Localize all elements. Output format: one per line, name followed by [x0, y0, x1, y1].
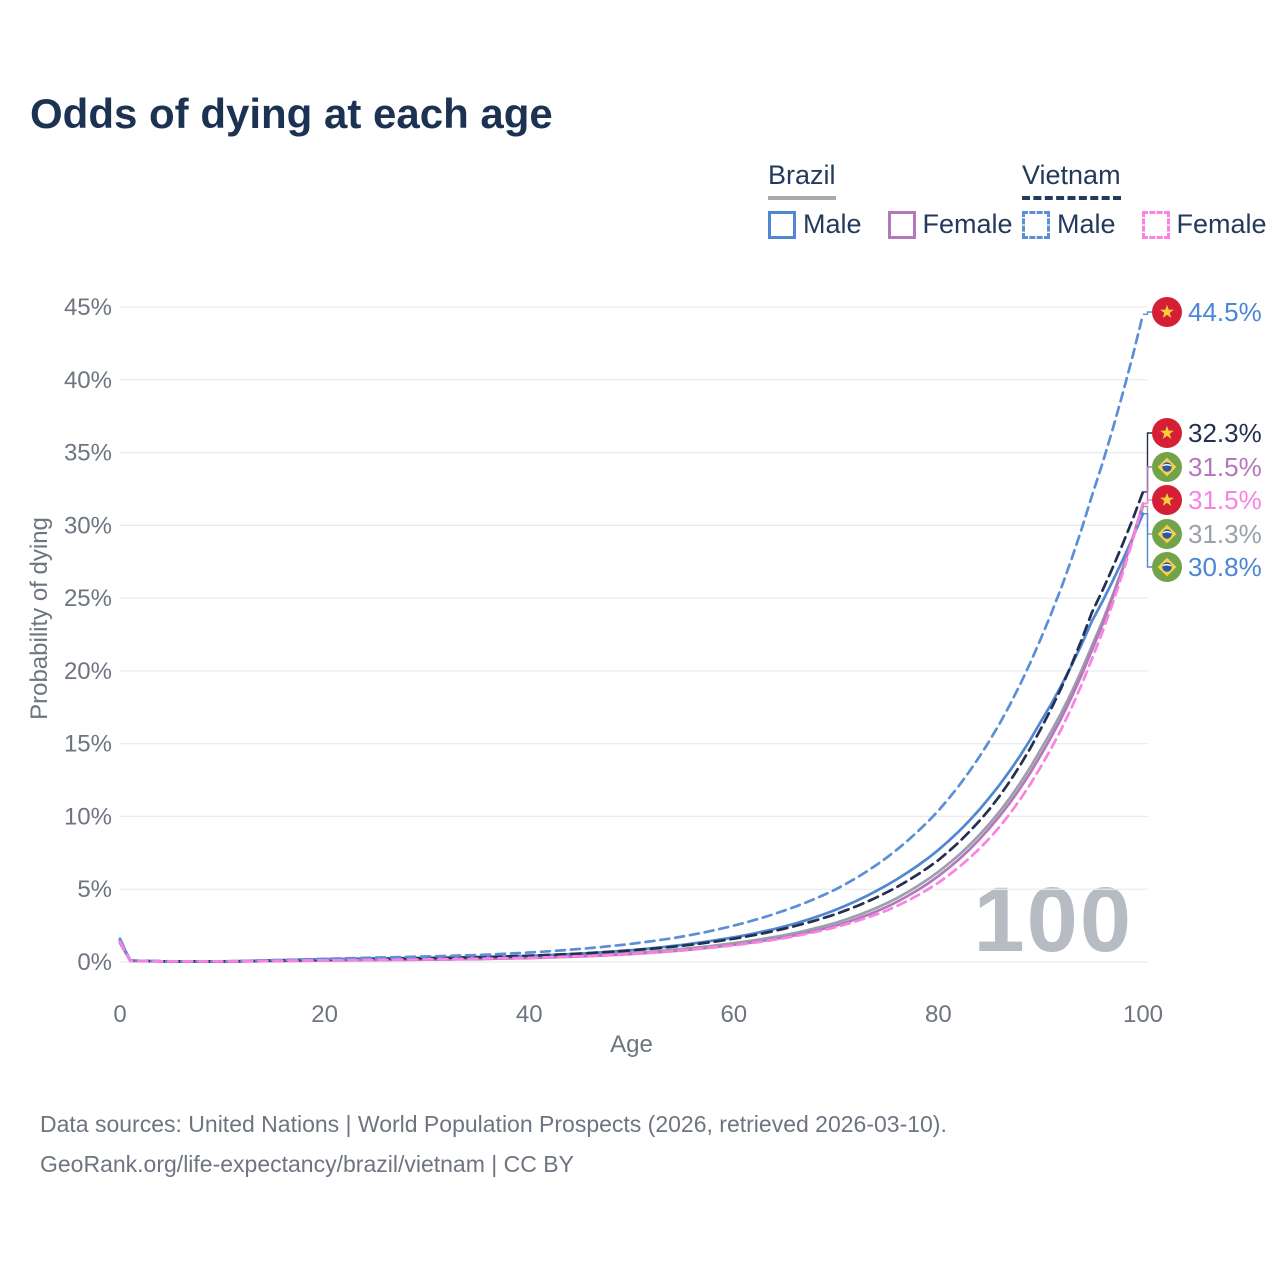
- y-tick-label: 40%: [64, 367, 112, 394]
- brazil-male-swatch-icon: [768, 210, 796, 239]
- x-tick-label: 80: [925, 1001, 952, 1028]
- series-line-vietnam-male[interactable]: [118, 312, 1145, 963]
- x-axis-title: Age: [610, 1031, 653, 1058]
- vietnam-flag-icon: [1152, 297, 1182, 327]
- series-line-brazil-male[interactable]: [118, 512, 1145, 963]
- end-label-brazil-female: 31.5%: [1152, 451, 1262, 483]
- brazil-female-swatch-icon: [887, 210, 916, 239]
- vietnam-flag-icon: [1152, 485, 1182, 515]
- y-tick-label: 35%: [64, 440, 112, 467]
- vietnam-female-swatch-icon: [1141, 210, 1170, 239]
- x-tick-label: 40: [516, 1001, 543, 1028]
- y-tick-label: 25%: [64, 585, 112, 612]
- vietnam-flag-icon: [1152, 418, 1182, 448]
- end-label-value: 32.3%: [1188, 417, 1262, 448]
- legend-item-brazil-male[interactable]: Male: [768, 209, 862, 240]
- end-label-vietnam-female: 31.5%: [1152, 484, 1262, 516]
- label-connector-brazil-female: [1143, 466, 1152, 505]
- legend-item-vietnam-female[interactable]: Female: [1141, 209, 1267, 240]
- x-tick-label: 60: [720, 1001, 747, 1028]
- y-tick-label: 20%: [64, 658, 112, 685]
- x-tick-label: 100: [1123, 1001, 1163, 1028]
- label-connector-vietnam-total: [1143, 432, 1152, 493]
- end-label-brazil-total: 31.3%: [1152, 518, 1262, 550]
- brazil-flag-icon: [1152, 552, 1182, 582]
- y-tick-label: 0%: [77, 949, 112, 976]
- legend-item-brazil-female[interactable]: Female: [887, 209, 1013, 240]
- brazil-flag-icon: [1152, 452, 1182, 482]
- end-label-vietnam-male: 44.5%: [1152, 296, 1262, 328]
- label-connector-brazil-male: [1143, 513, 1152, 568]
- y-tick-label: 30%: [64, 512, 112, 539]
- series-line-brazil-total[interactable]: [118, 505, 1145, 963]
- y-tick-label: 10%: [64, 803, 112, 830]
- end-label-value: 30.8%: [1188, 551, 1262, 582]
- legend-label: Male: [1057, 209, 1116, 239]
- x-tick-label: 0: [113, 1001, 126, 1028]
- legend-item-vietnam-male[interactable]: Male: [1022, 209, 1116, 240]
- end-label-value: 31.3%: [1188, 518, 1262, 549]
- vietnam-male-swatch-icon: [1022, 210, 1050, 239]
- legend-group-vietnam: Vietnam Male Female: [1022, 160, 1267, 240]
- series-line-vietnam-female[interactable]: [118, 502, 1145, 963]
- footer-line-sources: Data sources: United Nations | World Pop…: [40, 1111, 947, 1137]
- end-label-brazil-male: 30.8%: [1152, 551, 1262, 583]
- footer-attribution: Data sources: United Nations | World Pop…: [40, 1104, 947, 1184]
- legend-header-brazil[interactable]: Brazil: [768, 160, 836, 200]
- y-axis-title: Probability of dying: [26, 517, 53, 720]
- page-title: Odds of dying at each age: [30, 90, 553, 137]
- end-label-value: 31.5%: [1188, 451, 1262, 482]
- footer-line-license: GeoRank.org/life-expectancy/brazil/vietn…: [40, 1151, 574, 1177]
- y-tick-label: 5%: [77, 876, 112, 903]
- series-line-brazil-female[interactable]: [118, 502, 1145, 963]
- legend-group-brazil: Brazil Male Female: [768, 160, 1013, 240]
- x-tick-label: 20: [311, 1001, 338, 1028]
- legend-label: Male: [803, 209, 862, 239]
- y-tick-label: 15%: [64, 731, 112, 758]
- legend-label: Female: [922, 209, 1013, 239]
- y-tick-label: 45%: [64, 294, 112, 321]
- brazil-flag-icon: [1152, 519, 1182, 549]
- label-connector-vietnam-female: [1143, 499, 1152, 505]
- label-connector-vietnam-male: [1143, 311, 1152, 315]
- end-label-vietnam-total: 32.3%: [1152, 417, 1262, 449]
- series-line-vietnam-total[interactable]: [118, 490, 1145, 963]
- legend-header-vietnam[interactable]: Vietnam: [1022, 160, 1121, 200]
- legend-label: Female: [1176, 209, 1267, 239]
- end-label-value: 44.5%: [1188, 296, 1262, 327]
- end-label-value: 31.5%: [1188, 484, 1262, 515]
